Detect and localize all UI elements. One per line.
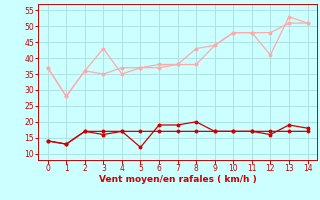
X-axis label: Vent moyen/en rafales ( km/h ): Vent moyen/en rafales ( km/h ) xyxy=(99,175,256,184)
